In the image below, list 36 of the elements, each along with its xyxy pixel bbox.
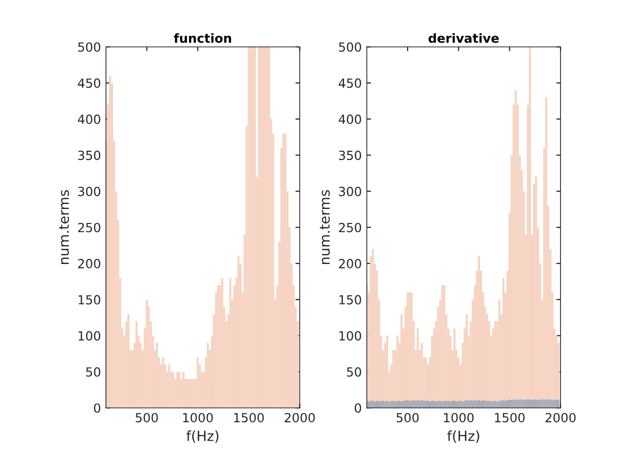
chart-title: function xyxy=(174,33,232,43)
y-tick-label: 500 xyxy=(339,42,362,52)
y-tick-label: 350 xyxy=(78,150,100,160)
y-tick-label: 0 xyxy=(94,403,100,413)
x-tick-label: 2000 xyxy=(284,412,315,422)
y-tick-label: 300 xyxy=(339,186,362,196)
y-tick-label: 200 xyxy=(78,258,100,268)
y-tick-label: 450 xyxy=(78,78,100,88)
x-tick-label: 1000 xyxy=(444,412,474,422)
y-tick-label: 250 xyxy=(338,222,362,232)
y-axis-title: num.terms xyxy=(59,190,69,264)
y-tick-label: 50 xyxy=(86,367,100,377)
y-tick-label: 350 xyxy=(339,150,362,160)
y-tick-label: 200 xyxy=(338,258,362,268)
y-tick-label: 450 xyxy=(338,78,362,88)
y-tick-label: 0 xyxy=(354,403,362,413)
y-tick-label: 400 xyxy=(338,114,362,124)
x-tick-label: 2000 xyxy=(546,412,576,422)
y-tick-label: 300 xyxy=(78,186,100,196)
y-tick-label: 250 xyxy=(78,222,100,232)
y-tick-label: 400 xyxy=(78,114,100,124)
y-tick-label: 100 xyxy=(78,331,100,341)
y-tick-label: 150 xyxy=(78,295,100,304)
y-tick-label: 150 xyxy=(339,295,362,304)
x-tick-label: 500 xyxy=(396,412,419,422)
x-tick-label: 1500 xyxy=(234,412,264,422)
x-tick-label: 1000 xyxy=(183,412,213,422)
y-tick-label: 500 xyxy=(78,42,100,52)
y-tick-label: 100 xyxy=(339,331,362,341)
x-tick-label: 500 xyxy=(136,412,158,422)
x-axis-title: f(Hz) xyxy=(447,430,480,443)
y-tick-label: 50 xyxy=(346,367,362,377)
x-axis-title: f(Hz) xyxy=(186,430,218,443)
x-tick-label: 1500 xyxy=(495,412,525,422)
chart-title: derivative xyxy=(428,33,499,43)
y-axis-title: num.terms xyxy=(320,190,330,264)
